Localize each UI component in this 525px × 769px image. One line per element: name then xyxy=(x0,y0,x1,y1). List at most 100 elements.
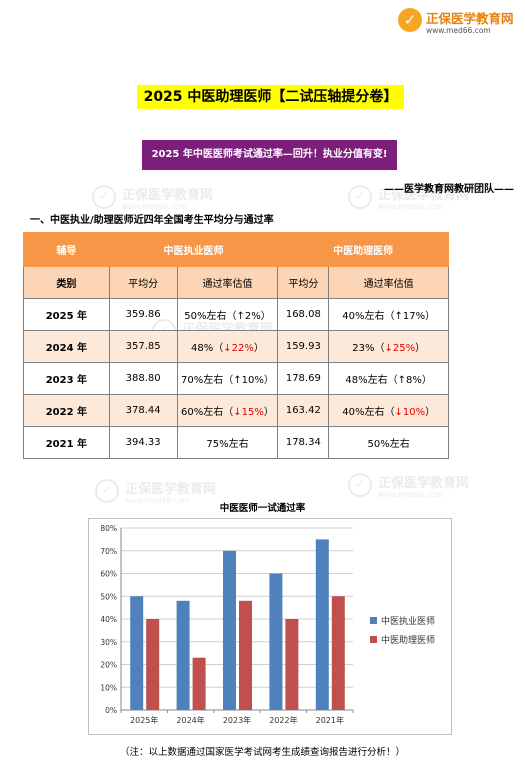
y-tick-label: 80% xyxy=(100,524,117,533)
avg-cell: 168.08 xyxy=(277,298,330,331)
x-tick-label: 2023年 xyxy=(223,715,251,725)
bar-chart: 0% 10% 20% 30% 40% 50% 60% 70% 80% 2025年 2024年 2023… xyxy=(100,524,354,725)
watermark: ✓ 正保医学教育网 www.med66.com xyxy=(348,182,478,216)
trend-arrow-icon: ↑ xyxy=(397,375,407,386)
bar-zhuli xyxy=(239,600,252,710)
rate-text: 40%左右（ xyxy=(342,407,395,418)
author-credit: ——医学教育网教研团队—— xyxy=(384,184,514,195)
trend-arrow-icon: ↓ xyxy=(233,407,242,418)
bar-zhuli xyxy=(192,657,206,710)
table-row: 2025 年 359.86 50%左右（↑2%） 168.08 40%左右（↑17%） xyxy=(23,298,449,331)
rate-cell: 48%（↓22%） xyxy=(176,330,279,363)
rate-delta: 25% xyxy=(392,343,416,354)
rate-close: ） xyxy=(260,311,271,322)
avg-cell: 378.44 xyxy=(108,394,178,427)
avg-cell: 178.69 xyxy=(277,362,330,395)
bar-zhuli xyxy=(285,619,299,710)
logo-url: www.med66.com xyxy=(426,26,491,35)
legend-swatch xyxy=(370,617,377,624)
bar-zhiye xyxy=(269,573,283,710)
rate-close: ） xyxy=(425,311,436,322)
rate-delta: 8% xyxy=(406,375,422,386)
y-tick-label: 30% xyxy=(100,638,117,647)
watermark-url: www.med66.com xyxy=(378,202,443,211)
rate-text: 40%左右（ xyxy=(342,311,395,322)
table-sub-header: 类别 平均分 通过率估值 平均分 通过率估值 xyxy=(23,266,449,299)
chart-frame: 0% 10% 20% 30% 40% 50% 60% 70% 80% 2025年 2024年 2023… xyxy=(88,518,452,735)
page-title: 2025 中医助理医师【二试压轴提分卷】 xyxy=(137,85,404,109)
bar-zhuli xyxy=(146,619,160,710)
watermark-text: 正保医学教育网 xyxy=(122,188,214,203)
bar-zhiye xyxy=(223,550,236,710)
score-table: 辅导 中医执业医师 中医助理医师 类别 平均分 通过率估值 平均分 通过率估值 … xyxy=(23,232,449,459)
brand-logo: ✓ 正保医学教育网 www.med66.com xyxy=(398,6,522,40)
avg-cell: 359.86 xyxy=(108,298,178,331)
rate-cell: 23%（↓25%） xyxy=(328,330,449,363)
legend-label: 中医执业医师 xyxy=(381,617,436,627)
rate-text: 50%左右 xyxy=(367,439,410,450)
rate-text: 75%左右 xyxy=(206,439,249,450)
y-tick-label: 50% xyxy=(100,592,117,601)
y-tick-label: 10% xyxy=(100,683,117,692)
y-tick-label: 60% xyxy=(100,570,117,579)
year-cell: 2023 年 xyxy=(23,362,110,395)
rate-text: 70%左右（ xyxy=(181,375,234,386)
logo-check-icon: ✓ xyxy=(398,8,422,32)
rate-close: ） xyxy=(253,343,264,354)
legend-label: 中医助理医师 xyxy=(381,636,436,646)
rate-close: ） xyxy=(421,375,432,386)
rate-text: 23%（ xyxy=(352,343,385,354)
bar-zhiye xyxy=(130,596,144,710)
table-row: 2023 年 388.80 70%左右（↑10%） 178.69 48%左右（↑8%） xyxy=(23,362,449,395)
avg-cell: 163.42 xyxy=(277,394,330,427)
rate-cell: 40%左右（↑17%） xyxy=(328,298,449,331)
watermark-url: www.med66.com xyxy=(125,496,190,505)
watermark: ✓ 正保医学教育网 www.med66.com xyxy=(348,470,478,504)
rate-cell: 40%左右（↓10%） xyxy=(328,394,449,427)
rate-close: ） xyxy=(425,407,436,418)
header-cell: 类别 xyxy=(23,266,110,299)
legend-swatch xyxy=(370,636,377,643)
watermark-text: 正保医学教育网 xyxy=(378,188,470,203)
legend-item: 中医助理医师 xyxy=(370,633,435,646)
watermark-icon: ✓ xyxy=(348,473,372,497)
x-tick-label: 2022年 xyxy=(269,715,297,725)
rate-cell: 60%左右（↓15%） xyxy=(176,394,279,427)
watermark-text: 正保医学教育网 xyxy=(125,482,217,497)
rate-close: ） xyxy=(263,375,274,386)
trend-arrow-icon: ↑ xyxy=(394,311,403,322)
trend-arrow-icon: ↓ xyxy=(384,343,393,354)
x-tick-label: 2021年 xyxy=(316,715,344,725)
avg-cell: 357.85 xyxy=(108,330,178,363)
subtitle-banner: 2025 年中医医师考试通过率—回升！执业分值有变! xyxy=(142,140,397,170)
rate-cell: 75%左右 xyxy=(176,426,279,459)
trend-arrow-icon: ↓ xyxy=(223,343,232,354)
header-cell: 通过率估值 xyxy=(176,266,279,299)
chart-legend: 中医执业医师 中医助理医师 xyxy=(370,614,435,652)
watermark: ✓ 正保医学教育网 www.med66.com xyxy=(92,182,222,216)
avg-cell: 159.93 xyxy=(277,330,330,363)
header-cell: 平均分 xyxy=(277,266,330,299)
avg-cell: 394.33 xyxy=(108,426,178,459)
footnote: （注：以上数据通过国家医学考试网考生成绩查询报告进行分析！） xyxy=(119,747,405,758)
rate-delta: 10% xyxy=(241,375,264,386)
y-tick-label: 40% xyxy=(100,615,117,624)
avg-cell: 178.34 xyxy=(277,426,330,459)
header-cell: 辅导 xyxy=(23,232,110,267)
table-row: 2022 年 378.44 60%左右（↓15%） 163.42 40%左右（↓10%） xyxy=(23,394,449,427)
rate-delta: 17% xyxy=(402,311,426,322)
x-tick-label: 2024年 xyxy=(176,715,204,725)
table-body: 2025 年 359.86 50%左右（↑2%） 168.08 40%左右（↑17%） 2… xyxy=(23,298,449,459)
bar-zhuli xyxy=(331,596,345,710)
chart-title: 中医医师一试通过率 xyxy=(219,503,306,514)
year-cell: 2025 年 xyxy=(23,298,110,331)
rate-cell: 50%左右（↑2%） xyxy=(176,298,279,331)
header-cell: 平均分 xyxy=(108,266,178,299)
rate-text: 50%左右（ xyxy=(184,311,237,322)
rate-delta: 2% xyxy=(244,311,261,322)
bar-zhiye xyxy=(315,539,329,710)
watermark-url: www.med66.com xyxy=(378,490,443,499)
rate-text: 48%左右（ xyxy=(345,375,398,386)
rate-cell: 70%左右（↑10%） xyxy=(176,362,279,395)
bar-zhiye xyxy=(176,600,190,710)
